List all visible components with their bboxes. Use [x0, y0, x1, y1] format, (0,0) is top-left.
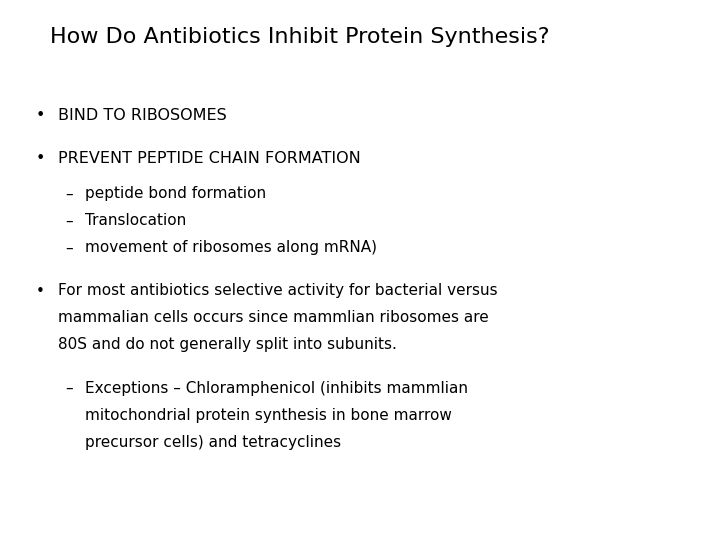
Text: How Do Antibiotics Inhibit Protein Synthesis?: How Do Antibiotics Inhibit Protein Synth… [50, 27, 550, 47]
Text: –: – [65, 186, 73, 201]
Text: 80S and do not generally split into subunits.: 80S and do not generally split into subu… [58, 338, 397, 353]
Text: –: – [65, 381, 73, 396]
Text: PREVENT PEPTIDE CHAIN FORMATION: PREVENT PEPTIDE CHAIN FORMATION [58, 151, 360, 166]
Text: mitochondrial protein synthesis in bone marrow: mitochondrial protein synthesis in bone … [85, 408, 452, 423]
Text: •: • [36, 284, 45, 299]
Text: •: • [36, 151, 45, 166]
Text: –: – [65, 240, 73, 255]
Text: Translocation: Translocation [85, 213, 186, 228]
Text: precursor cells) and tetracyclines: precursor cells) and tetracyclines [85, 435, 341, 450]
Text: –: – [65, 213, 73, 228]
Text: peptide bond formation: peptide bond formation [85, 186, 266, 201]
Text: For most antibiotics selective activity for bacterial versus: For most antibiotics selective activity … [58, 284, 498, 299]
Text: •: • [36, 108, 45, 123]
Text: BIND TO RIBOSOMES: BIND TO RIBOSOMES [58, 108, 226, 123]
Text: mammalian cells occurs since mammlian ribosomes are: mammalian cells occurs since mammlian ri… [58, 310, 488, 326]
Text: movement of ribosomes along mRNA): movement of ribosomes along mRNA) [85, 240, 377, 255]
Text: Exceptions – Chloramphenicol (inhibits mammlian: Exceptions – Chloramphenicol (inhibits m… [85, 381, 468, 396]
